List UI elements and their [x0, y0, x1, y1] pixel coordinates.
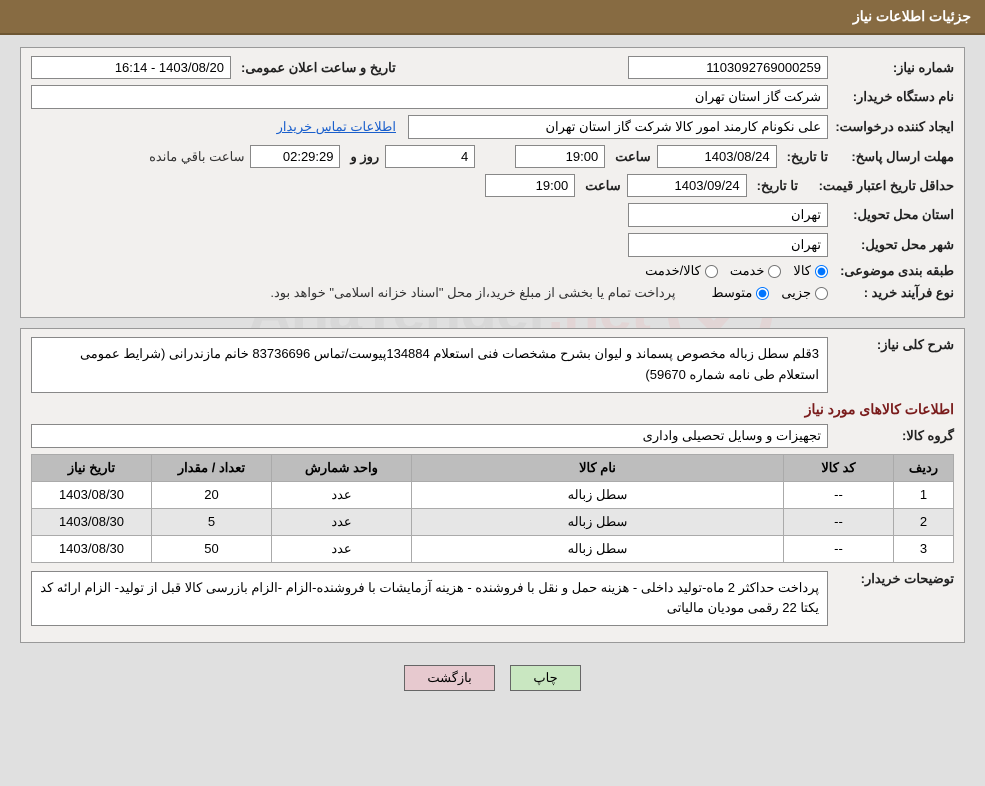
button-bar: چاپ بازگشت	[20, 653, 965, 707]
ptype-medium-option[interactable]: متوسط	[711, 285, 769, 301]
th-qty: تعداد / مقدار	[152, 454, 272, 481]
price-valid-date-field: 1403/09/24	[627, 174, 747, 197]
row-need-no: شماره نیاز: 1103092769000259 تاریخ و ساع…	[31, 56, 954, 79]
ptype-minor-radio[interactable]	[815, 287, 828, 300]
items-section-title: اطلاعات کالاهای مورد نیاز	[31, 401, 954, 418]
th-name: نام کالا	[412, 454, 784, 481]
cat-service-radio[interactable]	[768, 265, 781, 278]
cell-row: 3	[894, 535, 954, 562]
row-buyer-org: نام دستگاه خریدار: شرکت گاز استان تهران	[31, 85, 954, 109]
time-remaining-field: 02:29:29	[250, 145, 340, 168]
page-header: جزئیات اطلاعات نیاز	[0, 0, 985, 35]
delivery-city-label: شهر محل تحویل:	[834, 237, 954, 253]
cell-date: 1403/08/30	[32, 535, 152, 562]
need-no-label: شماره نیاز:	[834, 60, 954, 76]
cat-goods-service-option[interactable]: کالا/خدمت	[645, 263, 718, 279]
cell-unit: عدد	[272, 481, 412, 508]
need-no-field: 1103092769000259	[628, 56, 828, 79]
info-panel: شماره نیاز: 1103092769000259 تاریخ و ساع…	[20, 47, 965, 318]
days-and-label: روز و	[350, 149, 379, 165]
purchase-note: پرداخت تمام یا بخشی از مبلغ خرید،از محل …	[270, 285, 675, 301]
delivery-city-field: تهران	[628, 233, 828, 257]
cell-code: --	[784, 481, 894, 508]
days-remaining-field: 4	[385, 145, 475, 168]
cat-goods-option[interactable]: کالا	[793, 263, 828, 279]
cell-unit: عدد	[272, 535, 412, 562]
page-title: جزئیات اطلاعات نیاز	[853, 8, 971, 24]
announce-label: تاریخ و ساعت اعلان عمومی:	[241, 60, 396, 76]
cell-date: 1403/08/30	[32, 508, 152, 535]
buyer-org-label: نام دستگاه خریدار:	[834, 89, 954, 105]
buyer-org-field: شرکت گاز استان تهران	[31, 85, 828, 109]
cell-row: 2	[894, 508, 954, 535]
ptype-medium-radio[interactable]	[756, 287, 769, 300]
reply-until-date-field: 1403/08/24	[657, 145, 777, 168]
row-buyer-notes: توضیحات خریدار: پرداخت حداکثر 2 ماه-تولی…	[31, 571, 954, 627]
requester-field: علی نکونام کارمند امور کالا شرکت گاز است…	[408, 115, 828, 139]
category-label: طبقه بندی موضوعی:	[834, 263, 954, 279]
cell-row: 1	[894, 481, 954, 508]
ptype-minor-option[interactable]: جزیی	[781, 285, 828, 301]
cell-name: سطل زباله	[412, 508, 784, 535]
cell-name: سطل زباله	[412, 481, 784, 508]
time-label-1: ساعت	[615, 149, 650, 165]
cell-qty: 5	[152, 508, 272, 535]
requester-label: ایجاد کننده درخواست:	[834, 119, 954, 135]
cell-code: --	[784, 508, 894, 535]
th-code: کد کالا	[784, 454, 894, 481]
time-label-2: ساعت	[585, 178, 620, 194]
delivery-province-field: تهران	[628, 203, 828, 227]
until-date-label: تا تاریخ:	[787, 149, 828, 165]
cell-unit: عدد	[272, 508, 412, 535]
need-desc-label: شرح کلی نیاز:	[834, 337, 954, 353]
th-unit: واحد شمارش	[272, 454, 412, 481]
table-row: 2 -- سطل زباله عدد 5 1403/08/30	[32, 508, 954, 535]
row-requester: ایجاد کننده درخواست: علی نکونام کارمند ا…	[31, 115, 954, 139]
announce-field: 1403/08/20 - 16:14	[31, 56, 231, 79]
need-panel: شرح کلی نیاز: 3قلم سطل زباله مخصوص پسمان…	[20, 328, 965, 643]
row-category: طبقه بندی موضوعی: کالا خدمت کالا/خدمت	[31, 263, 954, 279]
cell-name: سطل زباله	[412, 535, 784, 562]
purchase-type-label: نوع فرآیند خرید :	[834, 285, 954, 301]
buyer-notes-label: توضیحات خریدار:	[834, 571, 954, 587]
row-delivery-province: استان محل تحویل: تهران	[31, 203, 954, 227]
row-need-desc: شرح کلی نیاز: 3قلم سطل زباله مخصوص پسمان…	[31, 337, 954, 393]
cat-goods-radio[interactable]	[815, 265, 828, 278]
reply-until-time-field: 19:00	[515, 145, 605, 168]
back-button[interactable]: بازگشت	[404, 665, 494, 691]
need-desc-field: 3قلم سطل زباله مخصوص پسماند و لیوان بشرح…	[31, 337, 828, 393]
buyer-notes-field: پرداخت حداکثر 2 ماه-تولید داخلی - هزینه …	[31, 571, 828, 627]
delivery-province-label: استان محل تحویل:	[834, 207, 954, 223]
cell-qty: 50	[152, 535, 272, 562]
row-reply-deadline: مهلت ارسال پاسخ: تا تاریخ: 1403/08/24 سا…	[31, 145, 954, 168]
th-date: تاریخ نیاز	[32, 454, 152, 481]
price-validity-label: حداقل تاریخ اعتبار قیمت:	[804, 178, 954, 194]
until-date-label-2: تا تاریخ:	[757, 178, 798, 194]
table-header-row: ردیف کد کالا نام کالا واحد شمارش تعداد /…	[32, 454, 954, 481]
time-remaining-label: ساعت باقي مانده	[149, 149, 244, 165]
purchase-type-radio-group: جزیی متوسط	[711, 285, 828, 301]
row-price-validity: حداقل تاریخ اعتبار قیمت: تا تاریخ: 1403/…	[31, 174, 954, 197]
items-table: ردیف کد کالا نام کالا واحد شمارش تعداد /…	[31, 454, 954, 563]
table-row: 1 -- سطل زباله عدد 20 1403/08/30	[32, 481, 954, 508]
reply-deadline-label: مهلت ارسال پاسخ:	[834, 149, 954, 165]
row-purchase-type: نوع فرآیند خرید : جزیی متوسط پرداخت تمام…	[31, 285, 954, 301]
row-group: گروه کالا: تجهیزات و وسایل تحصیلی واداری	[31, 424, 954, 448]
cell-code: --	[784, 535, 894, 562]
category-radio-group: کالا خدمت کالا/خدمت	[645, 263, 828, 279]
cell-qty: 20	[152, 481, 272, 508]
buyer-contact-link[interactable]: اطلاعات تماس خریدار	[277, 119, 396, 135]
print-button[interactable]: چاپ	[510, 665, 580, 691]
table-row: 3 -- سطل زباله عدد 50 1403/08/30	[32, 535, 954, 562]
price-valid-time-field: 19:00	[485, 174, 575, 197]
row-delivery-city: شهر محل تحویل: تهران	[31, 233, 954, 257]
cat-goods-service-radio[interactable]	[705, 265, 718, 278]
th-row: ردیف	[894, 454, 954, 481]
cat-service-option[interactable]: خدمت	[730, 263, 782, 279]
group-label: گروه کالا:	[834, 428, 954, 444]
group-field: تجهیزات و وسایل تحصیلی واداری	[31, 424, 828, 448]
cell-date: 1403/08/30	[32, 481, 152, 508]
